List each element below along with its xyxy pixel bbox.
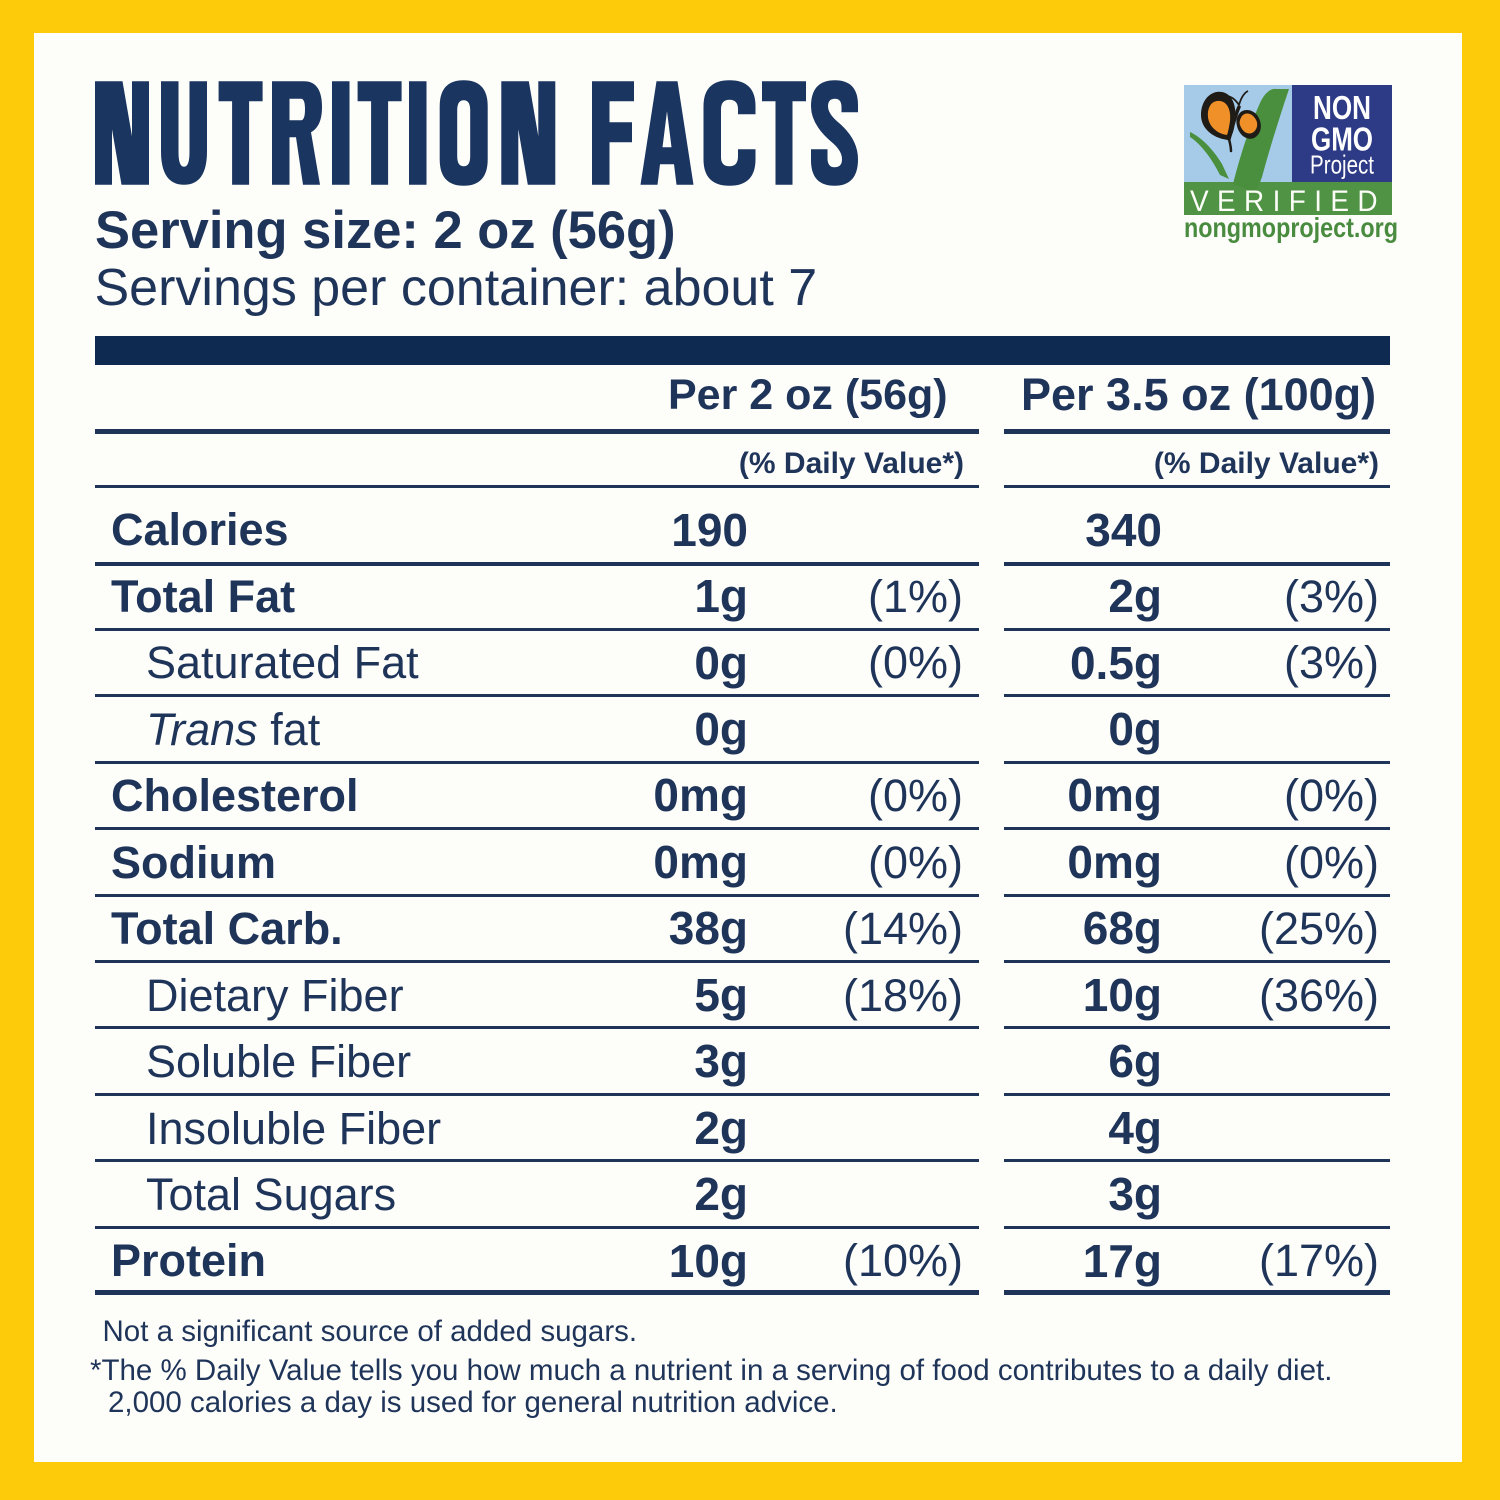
svg-text:Project: Project	[1310, 150, 1375, 180]
svg-text:nongmoproject.org: nongmoproject.org	[1184, 212, 1398, 243]
svg-text:NON: NON	[1313, 89, 1371, 126]
svg-text:VERIFIED: VERIFIED	[1190, 185, 1386, 218]
svg-text:GMO: GMO	[1311, 121, 1373, 158]
